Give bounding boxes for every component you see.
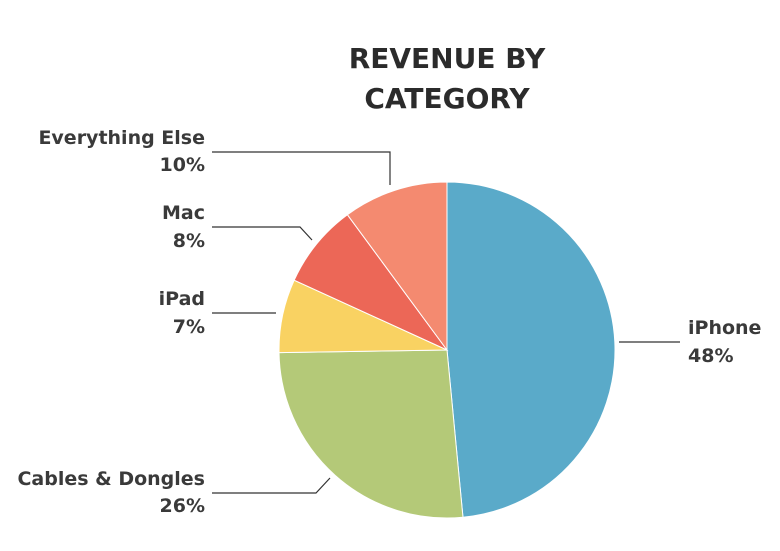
leader-line-everything-else — [212, 151, 391, 185]
label-everything-else: Everything Else — [38, 127, 205, 149]
pie-slices — [278, 181, 616, 519]
pie-slice-everything-else — [346, 181, 448, 352]
pie-slice-cables-dongles — [278, 349, 464, 519]
chart-title-line-1: REVENUE BY — [349, 42, 546, 75]
chart-title-line-2: CATEGORY — [364, 82, 530, 115]
value-ipad: 7% — [173, 316, 205, 338]
value-mac: 8% — [173, 230, 205, 252]
label-cables-dongles: Cables & Dongles — [17, 468, 205, 490]
value-everything-else: 10% — [160, 154, 205, 176]
leader-line-cables-dongles — [212, 477, 331, 494]
label-iphone: iPhone — [688, 317, 761, 339]
leader-line-mac — [212, 226, 313, 241]
value-cables-dongles: 26% — [160, 495, 205, 517]
label-mac: Mac — [162, 202, 205, 224]
pie-slice-iphone — [446, 181, 616, 518]
label-ipad: iPad — [159, 288, 205, 310]
value-iphone: 48% — [688, 345, 733, 367]
